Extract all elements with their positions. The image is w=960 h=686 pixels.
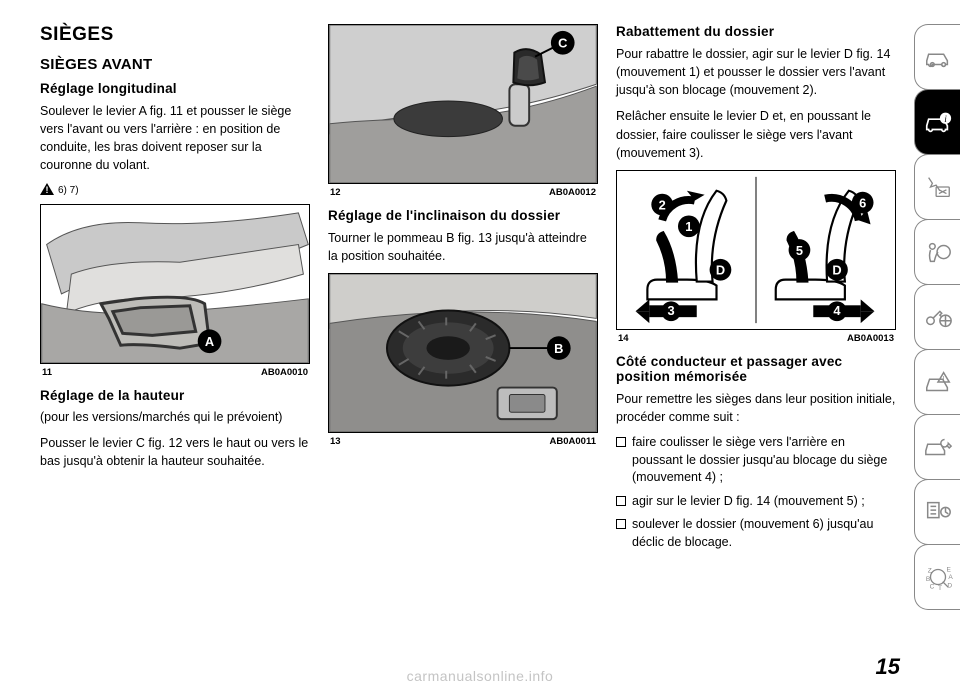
svg-text:1: 1 bbox=[685, 219, 692, 234]
rail-item-info[interactable]: i bbox=[914, 89, 960, 155]
svg-text:Z: Z bbox=[927, 567, 931, 574]
para-inclinaison: Tourner le pommeau B fig. 13 jusqu'à att… bbox=[328, 229, 598, 265]
warning-note: ! 6) 7) bbox=[40, 183, 310, 198]
svg-text:C: C bbox=[929, 583, 934, 590]
column-3: Rabattement du dossier Pour rabattre le … bbox=[616, 24, 896, 609]
heading-cote-conducteur: Côté conducteur et passager avec positio… bbox=[616, 354, 896, 384]
svg-text:D: D bbox=[832, 262, 841, 277]
svg-text:4: 4 bbox=[833, 303, 841, 318]
figure-13-caption: 13 AB0A0011 bbox=[328, 436, 598, 447]
bullet-2: agir sur le levier D fig. 14 (mouvement … bbox=[616, 493, 896, 511]
figure-14-code: AB0A0013 bbox=[847, 333, 894, 344]
figure-14-number: 14 bbox=[618, 333, 629, 344]
para-hauteur: Pousser le levier C fig. 12 vers le haut… bbox=[40, 434, 310, 470]
heading-rabattement: Rabattement du dossier bbox=[616, 24, 896, 39]
watermark-text: carmanualsonline.info bbox=[0, 668, 960, 684]
callout-b: B bbox=[554, 341, 563, 356]
rail-item-airbag[interactable] bbox=[914, 219, 960, 285]
bullet-icon bbox=[616, 437, 626, 447]
svg-text:B: B bbox=[925, 576, 930, 583]
rail-item-checklist[interactable] bbox=[914, 479, 960, 545]
figure-11-code: AB0A0010 bbox=[261, 367, 308, 378]
svg-text:i: i bbox=[944, 115, 947, 125]
nav-rail: i ! Z EADTCB bbox=[914, 24, 960, 609]
figure-13-code: AB0A0011 bbox=[550, 436, 596, 447]
figure-13: B bbox=[328, 273, 598, 433]
figure-12-caption: 12 AB0A0012 bbox=[328, 187, 598, 198]
figure-14-caption: 14 AB0A0013 bbox=[616, 333, 896, 344]
svg-text:6: 6 bbox=[859, 195, 866, 210]
svg-text:!: ! bbox=[942, 374, 944, 383]
rail-item-lights[interactable] bbox=[914, 154, 960, 220]
svg-text:D: D bbox=[947, 582, 952, 589]
svg-text:D: D bbox=[716, 262, 725, 277]
column-1: SIÈGES SIÈGES AVANT Réglage longitudinal… bbox=[40, 24, 310, 609]
rail-item-warning[interactable]: ! bbox=[914, 349, 960, 415]
title-sieges: SIÈGES bbox=[40, 24, 310, 46]
callout-c: C bbox=[558, 36, 567, 51]
figure-12-number: 12 bbox=[330, 187, 341, 198]
para-versions-note: (pour les versions/marchés qui le prévoi… bbox=[40, 409, 310, 427]
svg-text:5: 5 bbox=[796, 243, 803, 258]
subtitle-sieges-avant: SIÈGES AVANT bbox=[40, 56, 310, 73]
para-rabattement-1: Pour rabattre le dossier, agir sur le le… bbox=[616, 45, 896, 99]
figure-11-number: 11 bbox=[42, 367, 52, 378]
bullet-3: soulever le dossier (mouvement 6) jusqu'… bbox=[616, 516, 896, 551]
bullet-2-text: agir sur le levier D fig. 14 (mouvement … bbox=[632, 493, 865, 511]
bullet-icon bbox=[616, 519, 626, 529]
svg-text:3: 3 bbox=[668, 303, 675, 318]
heading-inclinaison-dossier: Réglage de l'inclinaison du dossier bbox=[328, 208, 598, 223]
page-content: SIÈGES SIÈGES AVANT Réglage longitudinal… bbox=[0, 0, 960, 619]
warning-icon: ! bbox=[40, 183, 54, 198]
svg-text:A: A bbox=[948, 574, 953, 581]
warning-refs: 6) 7) bbox=[58, 185, 79, 196]
rail-item-key-wheel[interactable] bbox=[914, 284, 960, 350]
svg-text:T: T bbox=[938, 585, 942, 592]
figure-12: C bbox=[328, 24, 598, 184]
bullet-icon bbox=[616, 496, 626, 506]
figure-12-code: AB0A0012 bbox=[549, 187, 596, 198]
rail-item-service[interactable] bbox=[914, 414, 960, 480]
bullet-1: faire coulisser le siège vers l'arrière … bbox=[616, 434, 896, 487]
para-rabattement-2: Relâcher ensuite le levier D et, en pous… bbox=[616, 107, 896, 161]
figure-14: 2 1 D 3 6 5 bbox=[616, 170, 896, 330]
heading-reglage-hauteur: Réglage de la hauteur bbox=[40, 388, 310, 403]
svg-text:E: E bbox=[946, 566, 951, 573]
figure-13-number: 13 bbox=[330, 436, 341, 447]
para-remettre: Pour remettre les sièges dans leur posit… bbox=[616, 390, 896, 426]
callout-a: A bbox=[205, 334, 214, 349]
figure-11-caption: 11 AB0A0010 bbox=[40, 367, 310, 378]
bullet-3-text: soulever le dossier (mouvement 6) jusqu'… bbox=[632, 516, 896, 551]
svg-text:!: ! bbox=[46, 185, 49, 195]
heading-reglage-longitudinal: Réglage longitudinal bbox=[40, 81, 310, 96]
para-longitudinal: Soulever le levier A fig. 11 et pousser … bbox=[40, 102, 310, 175]
column-2: C 12 AB0A0012 Réglage de l'inclinaison d… bbox=[328, 24, 598, 609]
svg-text:2: 2 bbox=[659, 197, 666, 212]
figure-11: A bbox=[40, 204, 310, 364]
bullet-1-text: faire coulisser le siège vers l'arrière … bbox=[632, 434, 896, 487]
rail-item-index[interactable]: Z EADTCB bbox=[914, 544, 960, 610]
rail-item-car[interactable] bbox=[914, 24, 960, 90]
